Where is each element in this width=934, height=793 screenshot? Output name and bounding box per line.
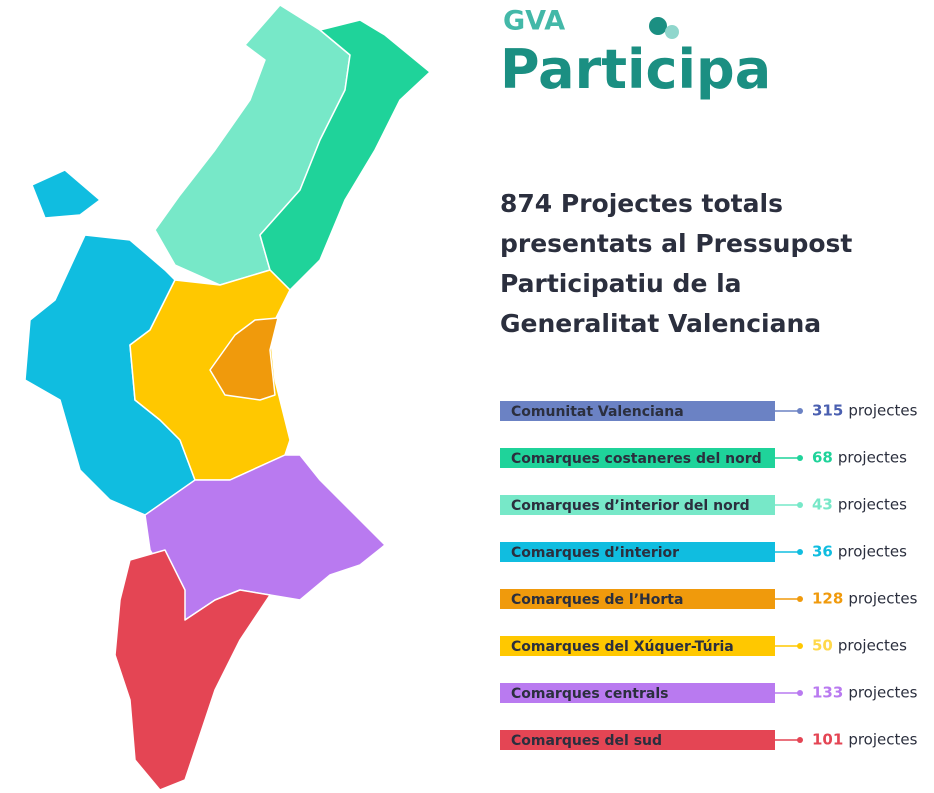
connector-dot bbox=[797, 690, 803, 696]
unit: projectes bbox=[838, 637, 907, 655]
legend-label: Comunitat Valenciana bbox=[511, 404, 684, 420]
connector-dot bbox=[797, 549, 803, 555]
legend-label: Comarques d’interior del nord bbox=[511, 498, 750, 514]
count: 43 bbox=[812, 496, 833, 514]
connector-dot bbox=[797, 643, 803, 649]
title-line: 874 Projectes totals bbox=[500, 189, 783, 218]
connector-dot bbox=[797, 408, 803, 414]
unit: projectes bbox=[848, 590, 917, 608]
unit: projectes bbox=[838, 449, 907, 467]
count: 101 bbox=[812, 731, 843, 749]
title-line: Participatiu de la bbox=[500, 269, 742, 298]
connector-dot bbox=[797, 502, 803, 508]
legend-label: Comarques de l’Horta bbox=[511, 592, 683, 608]
connector-dot bbox=[797, 455, 803, 461]
map-region bbox=[209, 317, 279, 401]
count: 315 bbox=[812, 402, 843, 420]
unit: projectes bbox=[848, 731, 917, 749]
count: 133 bbox=[812, 684, 843, 702]
legend-label: Comarques costaneres del nord bbox=[511, 451, 762, 467]
legend-bar bbox=[500, 730, 775, 750]
brand-large: Participa bbox=[500, 38, 771, 101]
legend-bar bbox=[500, 401, 775, 421]
title-line: Generalitat Valenciana bbox=[500, 309, 821, 338]
legend-bar bbox=[500, 495, 775, 515]
map-region bbox=[31, 169, 101, 219]
title-line: presentats al Pressupost bbox=[500, 229, 852, 258]
count: 50 bbox=[812, 637, 833, 655]
unit: projectes bbox=[848, 402, 917, 420]
unit: projectes bbox=[848, 684, 917, 702]
legend-label: Comarques centrals bbox=[511, 686, 668, 702]
legend-label: Comarques del Xúquer-Túria bbox=[511, 639, 734, 655]
legend-bar bbox=[500, 636, 775, 656]
logo-bubble bbox=[665, 25, 679, 39]
count: 128 bbox=[812, 590, 843, 608]
legend-label: Comarques d’interior bbox=[511, 545, 679, 561]
brand-small: GVA bbox=[503, 6, 565, 37]
legend-label: Comarques del sud bbox=[511, 733, 662, 749]
connector-dot bbox=[797, 596, 803, 602]
map bbox=[24, 4, 431, 791]
count: 68 bbox=[812, 449, 833, 467]
connector-dot bbox=[797, 737, 803, 743]
legend-bar bbox=[500, 683, 775, 703]
count: 36 bbox=[812, 543, 833, 561]
logo-bubble bbox=[649, 17, 667, 35]
map-region bbox=[259, 19, 431, 291]
map-region bbox=[114, 549, 271, 791]
unit: projectes bbox=[838, 543, 907, 561]
unit: projectes bbox=[838, 496, 907, 514]
legend-bar bbox=[500, 589, 775, 609]
legend-bar bbox=[500, 542, 775, 562]
legend-bar bbox=[500, 448, 775, 468]
